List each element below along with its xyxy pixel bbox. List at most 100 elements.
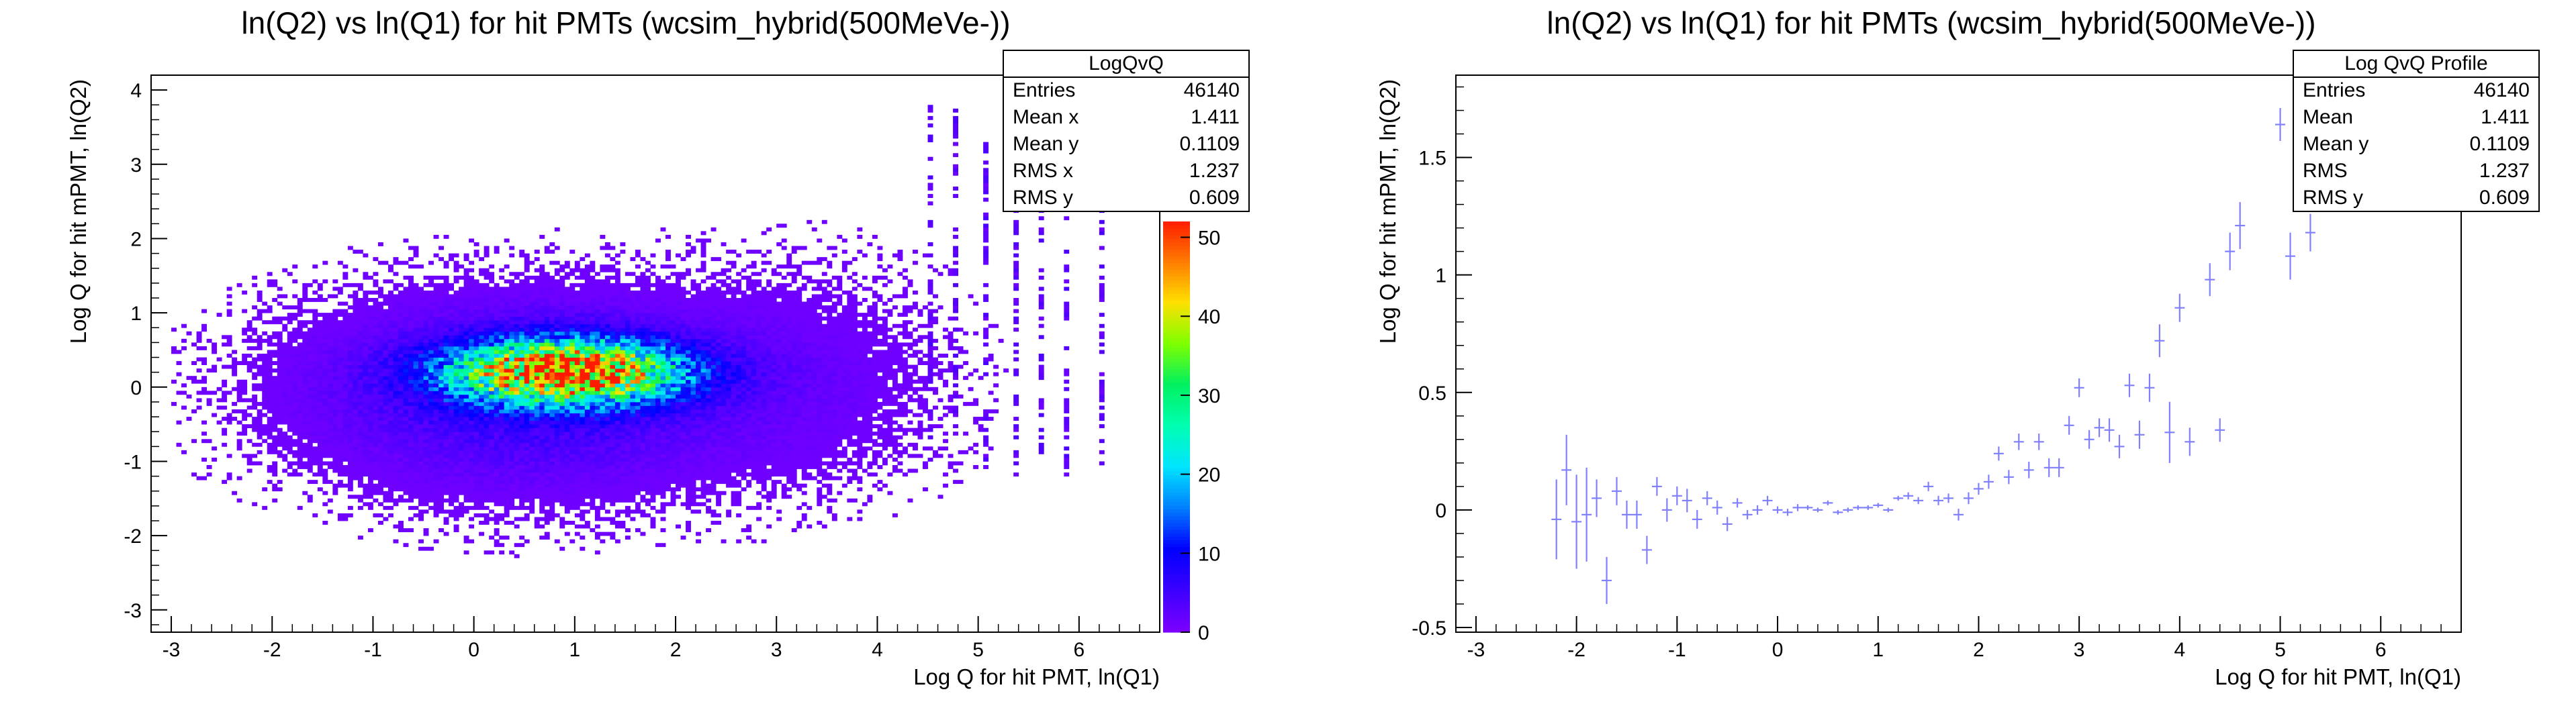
heatmap-cell	[327, 346, 333, 350]
heatmap-cell	[433, 472, 439, 476]
heatmap-cell	[327, 361, 333, 365]
heatmap-cell	[387, 361, 394, 365]
heatmap-cell	[423, 424, 429, 429]
heatmap-cell	[645, 409, 651, 413]
heatmap-cell	[625, 491, 631, 495]
heatmap-cell	[317, 327, 323, 332]
heatmap-cell	[574, 442, 580, 447]
heatmap-cell	[408, 480, 414, 485]
heatmap-cell	[312, 457, 318, 462]
heatmap-cell	[544, 298, 550, 302]
heatmap-cell	[383, 517, 389, 521]
heatmap-cell	[640, 409, 646, 413]
heatmap-cell	[635, 357, 641, 362]
heatmap-cell	[433, 420, 439, 425]
heatmap-cell	[357, 405, 363, 410]
heatmap-cell	[524, 439, 530, 444]
heatmap-cell	[428, 290, 434, 295]
heatmap-cell	[650, 394, 656, 399]
heatmap-cell	[494, 502, 500, 507]
heatmap-cell	[519, 457, 525, 462]
heatmap-cell	[635, 405, 641, 410]
heatmap-cell	[539, 413, 545, 417]
heatmap-cell	[307, 309, 313, 313]
heatmap-cell	[625, 413, 631, 417]
heatmap-cell	[267, 387, 273, 391]
heatmap-cell	[439, 427, 444, 432]
heatmap-cell	[312, 361, 318, 365]
heatmap-cell	[423, 376, 429, 381]
heatmap-cell	[625, 495, 631, 499]
heatmap-cell	[650, 294, 656, 299]
heatmap-cell	[459, 398, 465, 403]
heatmap-cell	[387, 268, 394, 272]
heatmap-cell	[242, 417, 248, 421]
heatmap-cell	[428, 495, 434, 499]
heatmap-cell	[373, 398, 379, 403]
heatmap-cell	[514, 480, 520, 485]
heatmap-cell	[494, 398, 500, 403]
heatmap-cell	[554, 442, 560, 447]
heatmap-cell	[257, 364, 263, 369]
heatmap-cell	[554, 446, 560, 451]
heatmap-cell	[272, 468, 278, 473]
heatmap-cell	[473, 357, 479, 362]
heatmap-cell	[322, 298, 328, 302]
heatmap-cell	[580, 401, 586, 406]
heatmap-cell	[625, 461, 631, 466]
heatmap-cell	[408, 335, 414, 340]
heatmap-cell	[504, 476, 510, 481]
heatmap-cell	[312, 320, 318, 325]
heatmap-cell	[433, 424, 439, 429]
heatmap-cell	[509, 331, 515, 336]
heatmap-cell	[287, 398, 293, 403]
heatmap-cell	[600, 472, 606, 476]
heatmap-cell	[307, 435, 313, 440]
heatmap-cell	[569, 409, 576, 413]
heatmap-cell	[539, 313, 545, 317]
heatmap-cell	[554, 342, 560, 347]
heatmap-cell	[519, 405, 525, 410]
heatmap-cell	[302, 424, 308, 429]
heatmap-cell	[398, 391, 404, 395]
heatmap-cell	[246, 346, 252, 350]
heatmap-cell	[307, 420, 313, 425]
heatmap-cell	[534, 435, 540, 440]
heatmap-cell	[257, 294, 263, 299]
heatmap-cell	[443, 305, 449, 309]
heatmap-cell	[469, 309, 475, 313]
heatmap-cell	[620, 368, 626, 373]
heatmap-cell	[655, 372, 661, 376]
heatmap-cell	[509, 401, 515, 406]
heatmap-cell	[272, 483, 278, 488]
heatmap-cell	[473, 439, 479, 444]
heatmap-cell	[569, 435, 576, 440]
heatmap-cell	[509, 427, 515, 432]
heatmap-cell	[327, 498, 333, 503]
heatmap-cell	[443, 346, 449, 350]
heatmap-cell	[433, 357, 439, 362]
heatmap-cell	[594, 301, 600, 306]
heatmap-cell	[580, 346, 586, 350]
heatmap-cell	[398, 294, 404, 299]
heatmap-cell	[655, 472, 661, 476]
heatmap-cell	[549, 442, 555, 447]
heatmap-cell	[459, 394, 465, 399]
heatmap-cell	[267, 420, 273, 425]
heatmap-cell	[650, 335, 656, 340]
heatmap-cell	[479, 357, 485, 362]
heatmap-cell	[317, 405, 323, 410]
heatmap-cell	[489, 335, 495, 340]
heatmap-cell	[403, 454, 409, 458]
heatmap-cell	[222, 379, 228, 384]
heatmap-cell	[584, 491, 590, 495]
heatmap-cell	[317, 331, 323, 336]
heatmap-cell	[413, 253, 419, 258]
heatmap-cell	[630, 450, 636, 454]
heatmap-cell	[459, 439, 465, 444]
heatmap-cell	[387, 350, 394, 354]
heatmap-cell	[484, 465, 490, 469]
heatmap-cell	[534, 268, 540, 272]
heatmap-cell	[564, 301, 570, 306]
heatmap-cell	[559, 446, 565, 451]
